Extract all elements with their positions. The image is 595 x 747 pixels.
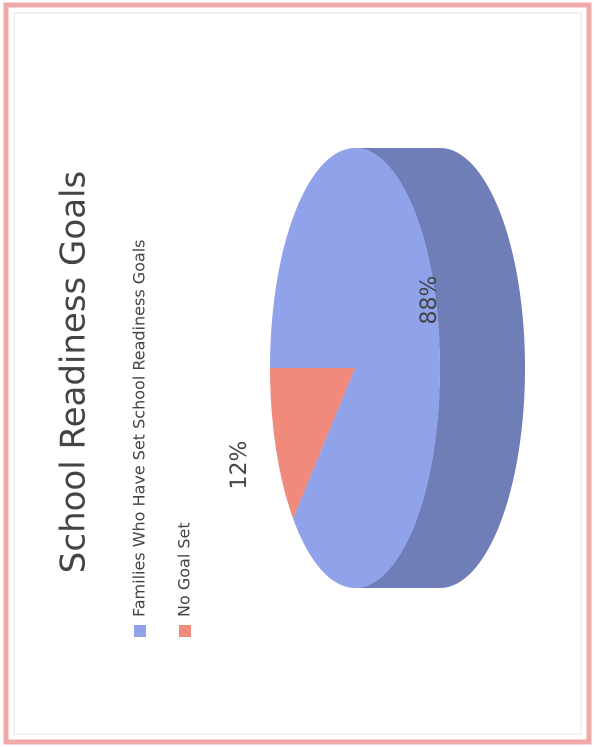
pie-slice	[270, 148, 440, 588]
legend-swatch	[134, 625, 146, 637]
data-label: 88%	[417, 276, 442, 325]
pie-slice	[270, 368, 355, 519]
pie-side	[355, 148, 525, 588]
pie-side-shade	[355, 148, 525, 588]
inner-frame	[13, 12, 582, 735]
legend-swatch	[179, 625, 191, 637]
legend-label: Families Who Have Set School Readiness G…	[130, 239, 149, 617]
rotated-chart: School Readiness Goals Families Who Have…	[54, 148, 525, 637]
data-label: 12%	[227, 441, 252, 490]
chart-title: School Readiness Goals	[54, 171, 94, 573]
legend-label: No Goal Set	[175, 522, 194, 617]
